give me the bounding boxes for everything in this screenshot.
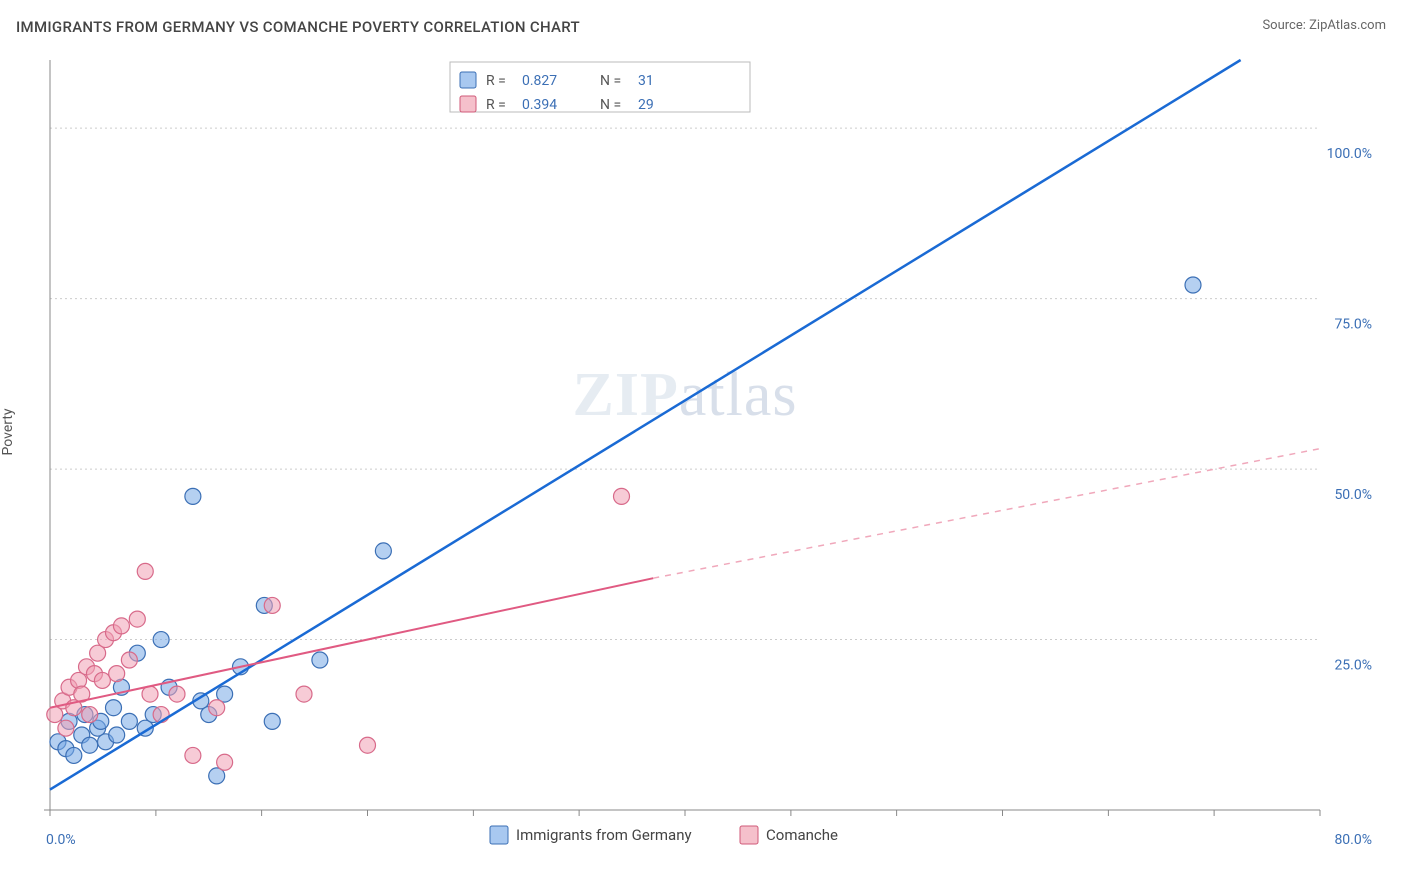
- chart-container: Poverty 25.0% 50.0% 75.0% 100.0% ZIPatlas 0.0…: [0, 50, 1406, 892]
- data-point-pink: [94, 672, 110, 688]
- y-axis-label: Poverty: [0, 408, 16, 455]
- y-tick-label: 100.0%: [1327, 146, 1372, 162]
- data-point-pink: [109, 666, 125, 682]
- legend-r-value: 0.394: [522, 97, 557, 113]
- legend-n-value: 29: [638, 97, 654, 113]
- data-point-pink: [169, 686, 185, 702]
- legend-n-value: 31: [638, 73, 654, 89]
- legend-swatch-pink: [460, 96, 476, 112]
- data-point-blue: [121, 713, 137, 729]
- data-point-blue: [264, 713, 280, 729]
- data-point-blue: [185, 488, 201, 504]
- x-tick-label: 80.0%: [1334, 832, 1372, 848]
- y-tick-label: 50.0%: [1334, 487, 1372, 503]
- bottom-legend-label: Immigrants from Germany: [516, 826, 692, 844]
- x-tick-label: 0.0%: [46, 832, 76, 848]
- data-point-blue: [66, 747, 82, 763]
- legend-n-label: N =: [600, 73, 621, 89]
- legend-r-label: R =: [486, 97, 506, 113]
- data-point-pink: [185, 747, 201, 763]
- data-point-blue: [82, 737, 98, 753]
- trend-line-blue: [50, 60, 1241, 790]
- y-tick-label: 75.0%: [1334, 317, 1372, 333]
- y-tick-label: 25.0%: [1334, 658, 1372, 674]
- data-point-pink: [121, 652, 137, 668]
- chart-title: IMMIGRANTS FROM GERMANY VS COMANCHE POVE…: [16, 18, 580, 36]
- data-point-pink: [137, 563, 153, 579]
- data-point-pink: [217, 754, 233, 770]
- legend-swatch-blue: [460, 72, 476, 88]
- data-point-pink: [209, 700, 225, 716]
- legend-n-label: N =: [600, 97, 621, 113]
- source-link[interactable]: ZipAtlas.com: [1309, 18, 1386, 33]
- bottom-legend-swatch-blue: [490, 826, 508, 844]
- data-point-pink: [82, 707, 98, 723]
- data-point-pink: [360, 737, 376, 753]
- data-point-pink: [142, 686, 158, 702]
- data-point-blue: [375, 543, 391, 559]
- data-point-pink: [614, 488, 630, 504]
- trend-line-pink: [50, 578, 653, 708]
- data-point-pink: [264, 597, 280, 613]
- data-point-blue: [1185, 277, 1201, 293]
- source-label: Source:: [1262, 18, 1305, 33]
- trend-line-pink-extrapolated: [653, 449, 1320, 579]
- data-point-pink: [129, 611, 145, 627]
- bottom-legend-label: Comanche: [766, 826, 838, 844]
- legend-r-label: R =: [486, 73, 506, 89]
- data-point-blue: [153, 632, 169, 648]
- data-point-pink: [58, 720, 74, 736]
- data-point-blue: [109, 727, 125, 743]
- legend-r-value: 0.827: [522, 73, 557, 89]
- scatter-chart: 25.0% 50.0% 75.0% 100.0% ZIPatlas 0.0% 80.0% R …: [0, 50, 1406, 892]
- watermark: ZIPatlas: [573, 361, 798, 429]
- data-point-pink: [296, 686, 312, 702]
- data-point-pink: [113, 618, 129, 634]
- bottom-legend-swatch-pink: [740, 826, 758, 844]
- source-attribution: Source: ZipAtlas.com: [1262, 18, 1386, 33]
- data-point-blue: [106, 700, 122, 716]
- data-point-blue: [312, 652, 328, 668]
